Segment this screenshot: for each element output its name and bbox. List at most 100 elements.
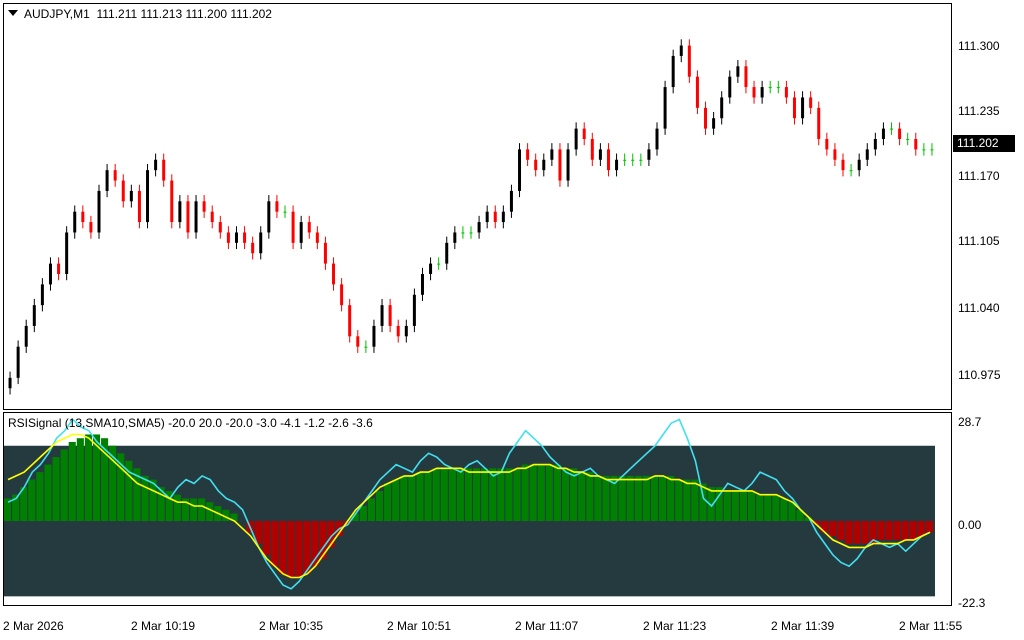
histogram-bar bbox=[578, 472, 586, 522]
histogram-bar bbox=[748, 490, 756, 522]
candle-body bbox=[485, 211, 489, 223]
histogram-bar bbox=[376, 490, 384, 522]
histogram-bar bbox=[440, 468, 448, 522]
candle-body bbox=[323, 242, 327, 264]
histogram-bar bbox=[68, 441, 76, 522]
histogram-bar bbox=[448, 468, 456, 522]
candle-body bbox=[218, 222, 222, 233]
candle-body bbox=[501, 211, 505, 223]
price-tick: 111.300 bbox=[958, 39, 1000, 53]
time-tick: 2 Mar 11:23 bbox=[643, 619, 707, 633]
candle-body bbox=[477, 222, 481, 233]
histogram-bar bbox=[553, 464, 561, 522]
candle-body bbox=[437, 263, 441, 265]
candle-body bbox=[170, 180, 174, 223]
price-chart-pane[interactable]: AUDJPY,M1 111.211 111.213 111.200 111.20… bbox=[3, 3, 952, 410]
candle-body bbox=[178, 201, 182, 223]
histogram-bar bbox=[885, 521, 893, 540]
histogram-bar bbox=[659, 475, 667, 522]
candle-body bbox=[671, 55, 675, 88]
histogram-bar bbox=[909, 521, 917, 540]
candle-body bbox=[704, 107, 708, 129]
rsi-signal-chart bbox=[4, 418, 935, 597]
price-tick: 111.170 bbox=[958, 169, 1000, 183]
histogram-bar bbox=[4, 498, 12, 522]
candle-body bbox=[210, 211, 214, 223]
histogram-bar bbox=[190, 498, 198, 522]
candle-body bbox=[275, 201, 279, 212]
candle-body bbox=[307, 222, 311, 233]
histogram-bar bbox=[400, 475, 408, 522]
candle-body bbox=[930, 149, 934, 151]
histogram-bar bbox=[497, 468, 505, 522]
time-tick: 2 Mar 11:07 bbox=[515, 619, 579, 633]
candle-body bbox=[105, 170, 109, 191]
candle-body bbox=[186, 201, 190, 233]
candle-body bbox=[574, 128, 578, 150]
histogram-bar bbox=[796, 509, 804, 522]
histogram-bar bbox=[699, 483, 707, 522]
indicator-pane[interactable]: RSISignal (13,SMA10,SMA5) -20.0 20.0 -20… bbox=[3, 412, 952, 606]
candle-body bbox=[598, 149, 602, 160]
histogram-bar bbox=[877, 521, 885, 540]
candle-body bbox=[841, 159, 845, 171]
histogram-bar bbox=[60, 449, 68, 522]
candle-body bbox=[372, 325, 376, 347]
histogram-bar bbox=[125, 460, 133, 522]
histogram-bar bbox=[424, 472, 432, 522]
histogram-bar bbox=[198, 498, 206, 522]
candle-body bbox=[728, 76, 732, 98]
candle-body bbox=[801, 97, 805, 119]
histogram-bar bbox=[262, 521, 270, 555]
histogram-bar bbox=[133, 468, 141, 522]
candle-body bbox=[267, 201, 271, 233]
time-tick: 2 Mar 10:35 bbox=[259, 619, 324, 633]
candle-body bbox=[461, 232, 465, 234]
triangle-down-icon[interactable] bbox=[8, 10, 18, 16]
candle-body bbox=[647, 149, 651, 160]
candle-body bbox=[57, 263, 61, 274]
candle-body bbox=[469, 232, 473, 234]
candle-body bbox=[639, 159, 643, 161]
histogram-bar bbox=[351, 513, 359, 522]
time-tick: 2 Mar 2026 bbox=[3, 619, 64, 633]
histogram-bar bbox=[117, 453, 125, 522]
price-tick: 111.235 bbox=[958, 104, 1000, 118]
candle-body bbox=[234, 232, 238, 243]
histogram-bar bbox=[820, 521, 828, 533]
indicator-tick: -22.3 bbox=[958, 596, 986, 610]
histogram-bar bbox=[650, 475, 659, 522]
candle-body bbox=[380, 305, 384, 326]
price-tick: 111.105 bbox=[958, 234, 1000, 248]
candle-body bbox=[445, 242, 449, 264]
histogram-bar bbox=[76, 438, 84, 522]
candle-body bbox=[194, 201, 198, 233]
indicator-header: RSISignal (13,SMA10,SMA5) -20.0 20.0 -20… bbox=[8, 416, 373, 430]
histogram-bar bbox=[109, 445, 117, 522]
candle-body bbox=[865, 149, 869, 160]
candle-body bbox=[113, 170, 117, 181]
candle-body bbox=[615, 159, 619, 171]
candle-body bbox=[833, 149, 837, 160]
histogram-bar bbox=[764, 494, 772, 522]
histogram-bar bbox=[869, 521, 877, 544]
candle-body bbox=[154, 159, 158, 171]
candle-body bbox=[776, 87, 780, 89]
candle-body bbox=[348, 305, 352, 337]
price-tick: 111.040 bbox=[958, 301, 1000, 315]
histogram-bar bbox=[254, 521, 262, 544]
candle-body bbox=[509, 190, 513, 212]
histogram-bar bbox=[165, 490, 173, 522]
candle-body bbox=[825, 139, 829, 150]
histogram-bar bbox=[667, 475, 675, 522]
histogram-bar bbox=[691, 479, 699, 522]
histogram-bar bbox=[489, 468, 497, 522]
candle-body bbox=[873, 139, 877, 150]
histogram-bar bbox=[222, 509, 230, 522]
histogram-bar bbox=[683, 479, 691, 522]
histogram-bar bbox=[303, 521, 311, 574]
histogram-bar bbox=[311, 521, 319, 567]
histogram-bar bbox=[756, 494, 764, 522]
histogram-bar bbox=[545, 464, 553, 522]
candle-body bbox=[695, 76, 699, 108]
